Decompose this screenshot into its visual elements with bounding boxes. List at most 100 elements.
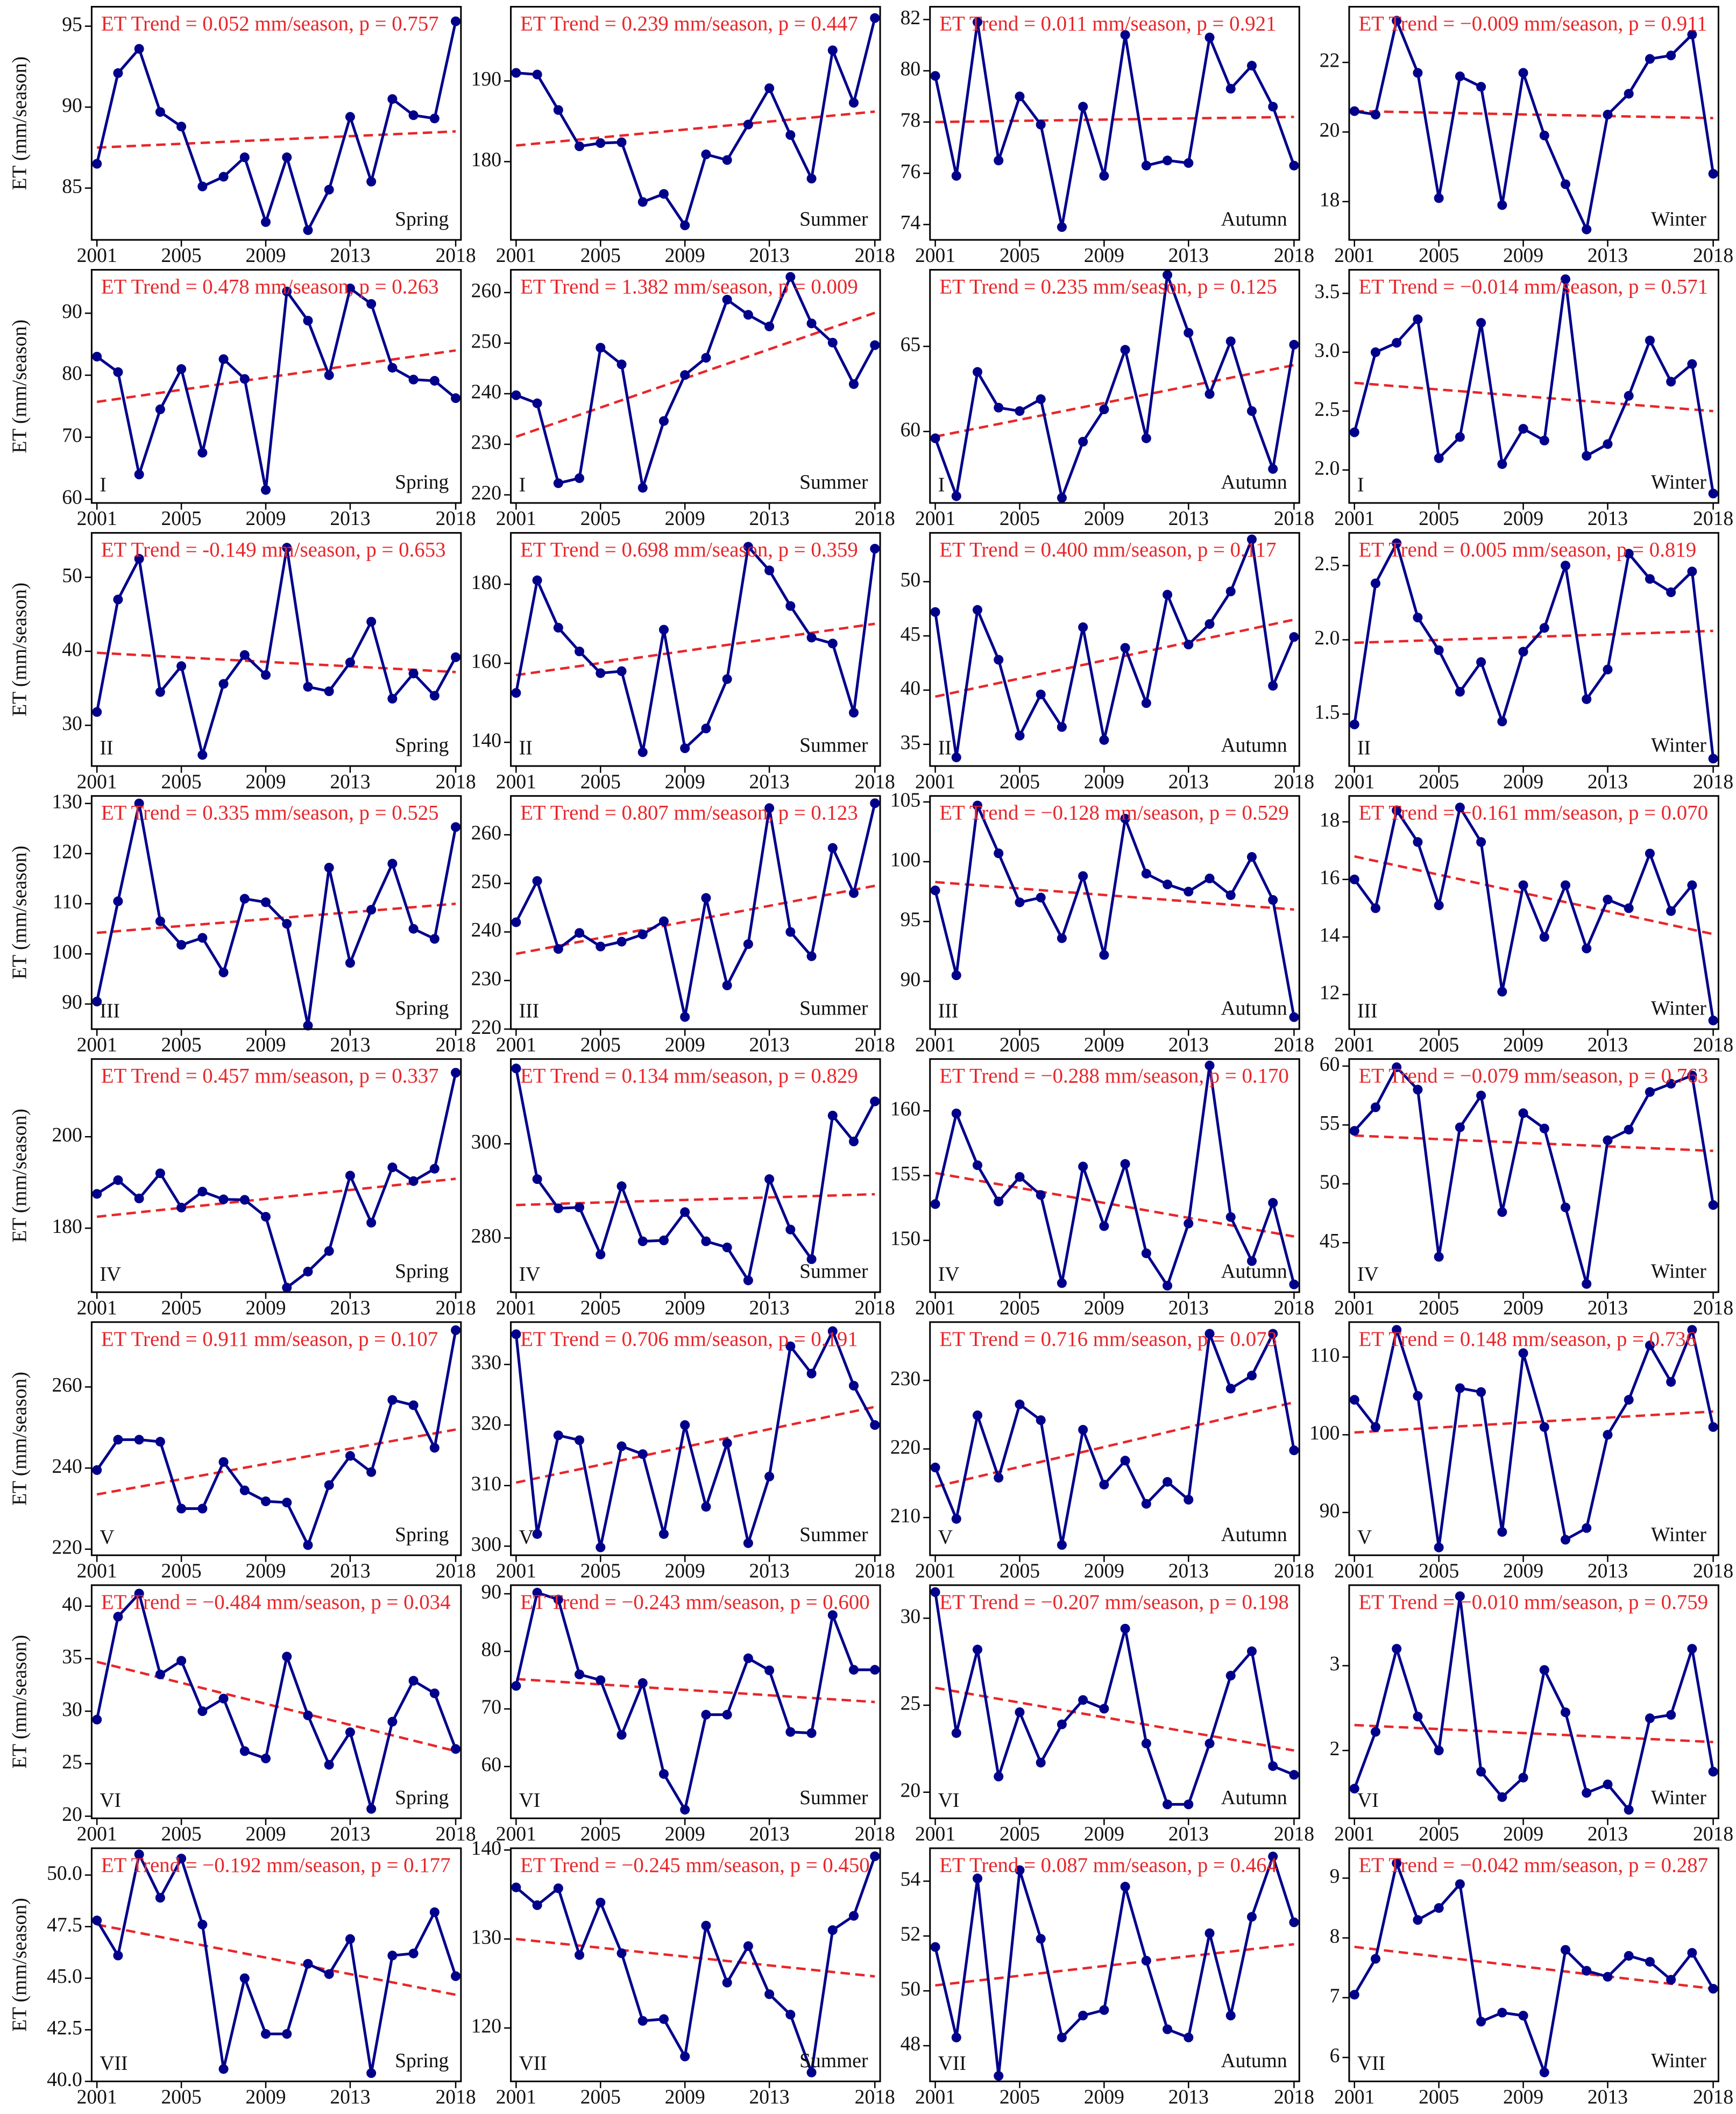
- data-point: [1268, 895, 1278, 905]
- y-tick-label: 230: [890, 1368, 920, 1390]
- data-point: [451, 1325, 461, 1335]
- subplot: 60 65 2001 2005 2009 2013 2018 ET Trend = 0.235…: [901, 269, 1314, 530]
- subplot: 180 190 2001 2005 2009 2013 2018 ET Trend = 0.2…: [471, 6, 895, 267]
- y-tick-label: 2.5: [1314, 399, 1340, 421]
- subplot: 85 90 95 2001 2005 2009 2013 2018 ET Trend = 0.0…: [9, 6, 476, 267]
- data-point: [408, 374, 419, 385]
- x-tick-label: 2009: [665, 2087, 705, 2109]
- x-tick-label: 2013: [1588, 1560, 1628, 1582]
- trend-line: [97, 651, 456, 673]
- data-point: [1099, 950, 1109, 960]
- season-label: Autumn: [1221, 1261, 1287, 1283]
- trend-line: [97, 130, 456, 149]
- data-point: [1268, 680, 1278, 691]
- y-tick-label: 180: [471, 149, 501, 171]
- data-point: [218, 967, 229, 977]
- y-tick-label: 120: [471, 2016, 501, 2038]
- data-point: [155, 916, 165, 926]
- season-label: Summer: [799, 1787, 868, 1809]
- y-tick-label: 230: [471, 432, 501, 454]
- data-point: [870, 340, 880, 350]
- data-point: [1268, 1761, 1278, 1771]
- data-point: [764, 1989, 775, 1999]
- series-line: [515, 273, 876, 488]
- subplot: 48 50 52 54 2001 2005 2009 2013 2018 ET Trend = 0…: [901, 1847, 1314, 2109]
- data-point: [930, 1199, 940, 1209]
- data-point: [827, 843, 838, 853]
- data-point: [1289, 160, 1299, 171]
- data-point: [1434, 645, 1444, 655]
- trend-line: [935, 881, 1294, 911]
- data-point: [1163, 879, 1173, 890]
- data-point: [1687, 1325, 1697, 1335]
- x-tick-label: 2013: [330, 1824, 370, 1846]
- data-point: [1078, 1424, 1088, 1435]
- trend-line: [515, 311, 875, 438]
- data-point: [155, 1437, 165, 1447]
- x-tick-label: 2005: [161, 245, 202, 267]
- data-point: [1370, 1102, 1380, 1112]
- y-tick-label: 2: [1330, 1738, 1340, 1760]
- data-point: [1455, 1879, 1465, 1889]
- data-point: [366, 1467, 377, 1477]
- region-label: V: [938, 1527, 953, 1549]
- data-point: [1497, 459, 1507, 469]
- x-tick-label: 2005: [161, 1297, 202, 1319]
- data-point: [1687, 1070, 1697, 1081]
- data-point: [345, 112, 355, 122]
- data-point: [1666, 1710, 1676, 1720]
- data-point: [324, 686, 334, 697]
- data-point: [532, 575, 542, 585]
- series-line: [515, 1855, 876, 2073]
- y-tick-label: 9: [1330, 1865, 1340, 1888]
- data-point: [345, 657, 355, 668]
- data-point: [1666, 1975, 1676, 1985]
- subplot: 20 25 30 35 40 2001 2005 2009 2013 2018 ET Trend =…: [9, 1584, 476, 1846]
- trend-line: [935, 618, 1294, 698]
- data-point: [701, 723, 711, 734]
- data-point: [1666, 587, 1676, 598]
- y-tick-label: 6: [1330, 2045, 1340, 2067]
- trend-line: [1354, 381, 1713, 413]
- y-tick-label: 42.5: [47, 2017, 82, 2039]
- data-point: [176, 122, 187, 132]
- data-point: [722, 1438, 732, 1448]
- data-point: [764, 803, 775, 813]
- data-point: [827, 45, 838, 55]
- season-label: Spring: [395, 1787, 449, 1809]
- x-tick-label: 2005: [161, 1034, 202, 1056]
- x-tick-label: 2013: [1168, 771, 1209, 793]
- y-tick-label: 240: [471, 919, 501, 941]
- data-point: [596, 1250, 606, 1260]
- data-point: [429, 1443, 440, 1453]
- y-tick-label: 12: [1320, 982, 1340, 1004]
- data-point: [1057, 722, 1067, 732]
- x-tick-label: 2005: [161, 771, 202, 793]
- y-tick-label: 200: [52, 1124, 82, 1146]
- x-tick-label: 2018: [1693, 245, 1733, 267]
- data-point: [1434, 193, 1444, 203]
- y-tick-label: 30: [62, 713, 82, 735]
- y-tick-label: 25: [62, 1751, 82, 1773]
- data-point: [637, 483, 648, 493]
- x-tick-label: 2001: [915, 508, 955, 530]
- data-point: [680, 370, 690, 380]
- region-label: V: [100, 1527, 114, 1549]
- data-point: [260, 1496, 271, 1507]
- data-point: [282, 286, 292, 296]
- x-tick-label: 2009: [245, 1824, 286, 1846]
- data-point: [197, 1503, 208, 1514]
- data-point: [722, 1242, 732, 1253]
- subplot: 220 240 260 2001 2005 2009 2013 2018 ET Trend = …: [9, 1321, 476, 1582]
- data-point: [1015, 1865, 1025, 1875]
- data-point: [1392, 1644, 1402, 1654]
- data-point: [680, 1012, 690, 1022]
- x-tick-label: 2018: [435, 1034, 476, 1056]
- data-point: [680, 743, 690, 754]
- x-tick-label: 2013: [330, 245, 370, 267]
- data-point: [511, 917, 521, 927]
- data-point: [1539, 1422, 1549, 1432]
- data-point: [511, 1882, 521, 1892]
- y-tick-label: 22: [1320, 50, 1340, 72]
- data-point: [764, 1665, 775, 1676]
